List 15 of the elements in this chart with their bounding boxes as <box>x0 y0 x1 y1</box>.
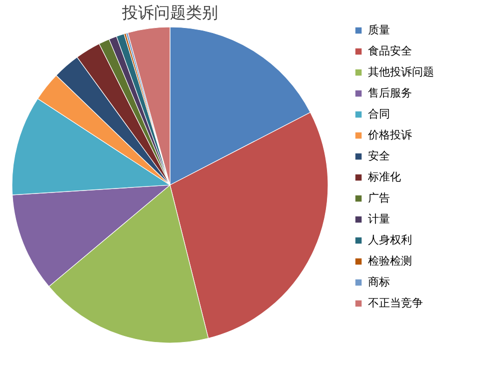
legend-label: 检验检测 <box>368 254 412 268</box>
legend-label: 安全 <box>368 150 390 162</box>
legend-label: 广告 <box>368 192 390 204</box>
legend-label: 计量 <box>368 212 390 226</box>
legend-label: 标准化 <box>367 170 401 184</box>
legend-label: 质量 <box>368 24 390 36</box>
legend-label: 商标 <box>368 276 390 288</box>
legend-label: 价格投诉 <box>367 128 412 142</box>
legend-label: 其他投诉问题 <box>368 66 434 78</box>
legend-label: 合同 <box>368 108 390 120</box>
legend-label: 售后服务 <box>368 86 412 100</box>
legend-label: 不正当竞争 <box>368 296 423 310</box>
chart-title: 投诉问题类别 <box>121 3 218 22</box>
legend-label: 人身权利 <box>368 234 412 246</box>
legend-label: 食品安全 <box>368 44 412 58</box>
